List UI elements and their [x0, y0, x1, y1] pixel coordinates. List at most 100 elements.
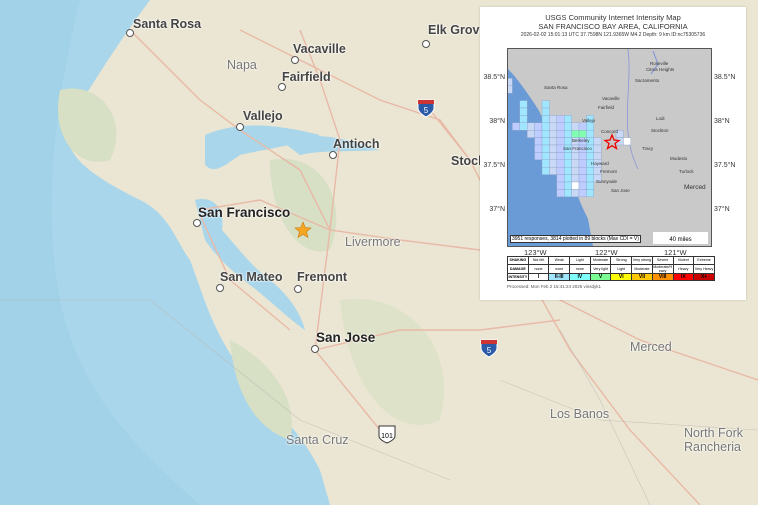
cdi-block[interactable] [541, 159, 550, 168]
legend-cell: Severe [651, 256, 674, 265]
cdi-block[interactable] [623, 137, 632, 146]
cdi-block[interactable] [564, 152, 572, 161]
cdi-block[interactable] [519, 107, 528, 116]
cdi-block[interactable] [578, 152, 587, 161]
cdi-block[interactable] [564, 181, 572, 190]
map-label: Turlock [679, 169, 694, 174]
cdi-block[interactable] [556, 152, 565, 161]
map-label: Tracy [642, 146, 654, 151]
cdi-block[interactable] [534, 129, 543, 138]
legend-row: INTENSITY I II-III IV V VI VII VIII IX X+ [507, 272, 715, 281]
cdi-block[interactable] [578, 174, 587, 183]
cdi-block[interactable] [571, 174, 580, 183]
cdi-block[interactable] [541, 137, 550, 146]
cdi-block[interactable] [564, 115, 572, 124]
cdi-block[interactable] [578, 122, 587, 131]
cdi-block[interactable] [556, 166, 565, 175]
cdi-block[interactable] [519, 115, 528, 124]
cdi-block[interactable] [578, 181, 587, 190]
cdi-block[interactable] [556, 115, 565, 124]
cdi-block[interactable] [571, 152, 580, 161]
cdi-block[interactable] [534, 152, 543, 161]
map-label: Citrus Heights [646, 67, 675, 72]
cdi-block[interactable] [549, 166, 558, 175]
cdi-block[interactable] [556, 129, 565, 138]
cdi-block[interactable] [586, 189, 595, 197]
legend-cell: V [589, 272, 612, 281]
city-dot [422, 40, 430, 48]
cdi-block[interactable] [571, 166, 580, 175]
intensity-map[interactable]: Santa Rosa Vacaville Fairfield Vallejo C… [507, 48, 712, 247]
cdi-block[interactable] [556, 181, 565, 190]
cdi-block[interactable] [549, 144, 558, 153]
cdi-block[interactable] [586, 129, 595, 138]
cdi-block[interactable] [541, 129, 550, 138]
cdi-block[interactable] [586, 152, 595, 161]
epicenter-star-icon[interactable] [294, 221, 312, 239]
cdi-block[interactable] [564, 159, 572, 168]
cdi-block[interactable] [549, 122, 558, 131]
cdi-block[interactable] [549, 152, 558, 161]
cdi-block[interactable] [564, 129, 572, 138]
cdi-block[interactable] [508, 78, 513, 86]
cdi-block[interactable] [541, 122, 550, 131]
cdi-block[interactable] [527, 129, 535, 138]
legend-cell: Light [610, 263, 633, 274]
cdi-block[interactable] [564, 189, 572, 197]
cdi-block[interactable] [556, 189, 565, 197]
cdi-block[interactable] [571, 129, 580, 138]
cdi-block[interactable] [549, 137, 558, 146]
cdi-block[interactable] [593, 137, 602, 146]
cdi-block[interactable] [512, 122, 521, 131]
cdi-block[interactable] [556, 122, 565, 131]
cdi-block[interactable] [556, 137, 565, 146]
city-label: Elk Grove [428, 23, 487, 37]
cdi-block[interactable] [541, 107, 550, 116]
map-label: Stockton [651, 128, 669, 133]
cdi-block[interactable] [586, 174, 595, 183]
lon-label: 123°W [524, 248, 547, 257]
cdi-block[interactable] [593, 144, 602, 153]
cdi-block[interactable] [571, 122, 580, 131]
cdi-block[interactable] [578, 166, 587, 175]
cdi-block[interactable] [556, 159, 565, 168]
scale-bar: 40 miles [653, 232, 708, 244]
interstate-5-shield-icon: 5 [480, 339, 498, 358]
cdi-block[interactable] [534, 122, 543, 131]
cdi-block[interactable] [549, 129, 558, 138]
city-dot [236, 123, 244, 131]
cdi-block[interactable] [534, 137, 543, 146]
cdi-block[interactable] [541, 144, 550, 153]
cdi-block[interactable] [578, 159, 587, 168]
cdi-block[interactable] [541, 100, 550, 109]
map-label: Santa Rosa [544, 85, 568, 90]
cdi-block[interactable] [519, 100, 528, 109]
legend-cell: Moderate/Heavy [651, 263, 674, 274]
cdi-block[interactable] [549, 159, 558, 168]
cdi-block[interactable] [508, 85, 513, 94]
cdi-block[interactable] [578, 189, 587, 197]
cdi-block[interactable] [549, 115, 558, 124]
cdi-block[interactable] [586, 122, 595, 131]
cdi-block[interactable] [571, 189, 580, 197]
cdi-block[interactable] [571, 159, 580, 168]
cdi-block[interactable] [578, 129, 587, 138]
cdi-block[interactable] [586, 181, 595, 190]
cdi-block[interactable] [541, 152, 550, 161]
cdi-block[interactable] [564, 166, 572, 175]
cdi-block[interactable] [593, 152, 602, 161]
cdi-block[interactable] [593, 174, 602, 183]
cdi-block[interactable] [564, 174, 572, 183]
cdi-block[interactable] [586, 166, 595, 175]
cdi-block[interactable] [541, 166, 550, 175]
lat-label: 37.5°N [714, 162, 736, 169]
cdi-block[interactable] [527, 122, 535, 131]
map-label: San Francisco [563, 146, 592, 151]
cdi-block[interactable] [534, 144, 543, 153]
cdi-block[interactable] [519, 122, 528, 131]
cdi-block[interactable] [564, 122, 572, 131]
cdi-block[interactable] [541, 115, 550, 124]
cdi-block[interactable] [571, 181, 580, 190]
cdi-block[interactable] [564, 137, 572, 146]
cdi-block[interactable] [556, 174, 565, 183]
